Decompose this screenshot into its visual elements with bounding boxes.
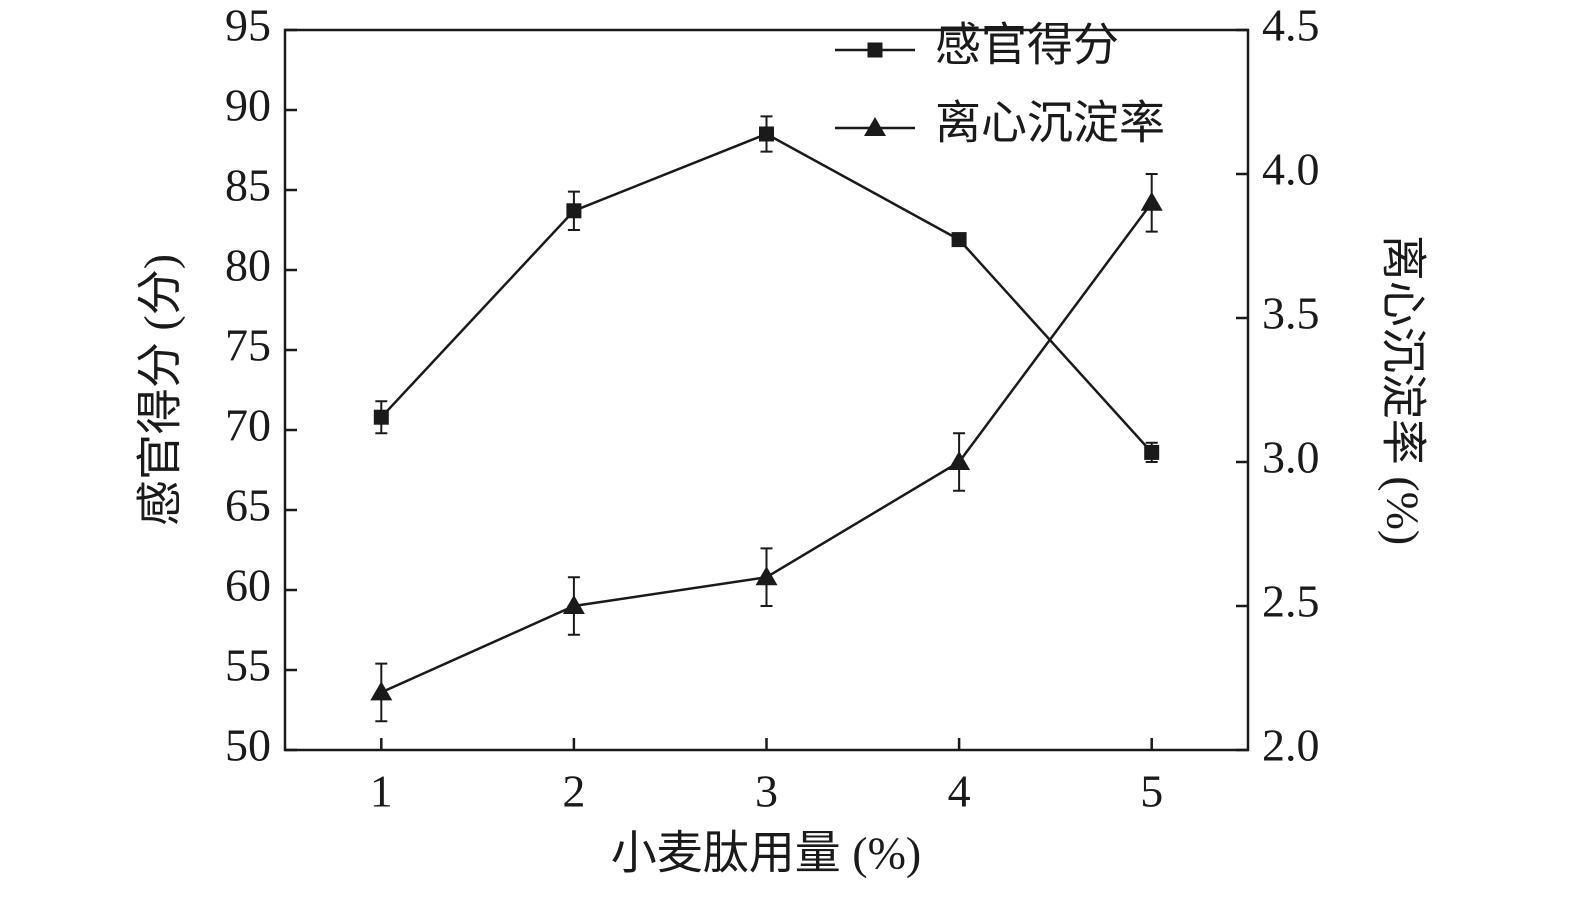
y-tick-label: 85 <box>225 160 271 211</box>
marker <box>759 126 774 142</box>
legend-marker <box>867 42 883 58</box>
marker <box>1140 191 1163 211</box>
y-tick-label: 95 <box>225 0 271 51</box>
y-tick-label: 55 <box>225 640 271 691</box>
y-tick-label: 75 <box>225 320 271 371</box>
y2-tick-label: 3.5 <box>1262 288 1320 339</box>
y2-tick-label: 2.5 <box>1262 576 1320 627</box>
marker <box>755 566 778 586</box>
marker <box>370 681 393 701</box>
marker <box>566 203 582 219</box>
y-tick-label: 90 <box>225 80 271 131</box>
y-tick-label: 65 <box>225 480 271 531</box>
x-axis-label: 小麦肽用量 (%) <box>611 828 921 879</box>
y2-axis-label: 离心沉淀率 (%) <box>1377 235 1428 545</box>
y-axis-label: 感官得分 (分) <box>135 254 186 526</box>
y2-tick-label: 4.0 <box>1262 144 1320 195</box>
series-line <box>380 132 1153 454</box>
marker <box>948 451 971 470</box>
y-tick-label: 60 <box>225 560 271 611</box>
y2-tick-label: 2.0 <box>1262 720 1320 771</box>
y-tick-label: 70 <box>225 400 271 451</box>
x-tick-label: 3 <box>755 766 778 817</box>
x-tick-label: 1 <box>370 766 393 817</box>
x-tick-label: 5 <box>1140 766 1163 817</box>
x-tick-label: 2 <box>562 766 585 817</box>
marker <box>1144 444 1160 460</box>
legend-marker <box>864 117 886 136</box>
y2-tick-label: 4.5 <box>1262 0 1320 51</box>
marker <box>951 232 967 248</box>
series-line <box>380 202 1153 694</box>
y-tick-label: 50 <box>225 720 271 771</box>
legend-label: 感官得分 <box>935 20 1119 71</box>
x-tick-label: 4 <box>948 766 971 817</box>
marker <box>562 595 585 614</box>
marker <box>373 409 389 425</box>
y-tick-label: 80 <box>225 240 271 291</box>
legend-label: 离心沉淀率 <box>935 98 1165 149</box>
y2-tick-label: 3.0 <box>1262 432 1320 483</box>
